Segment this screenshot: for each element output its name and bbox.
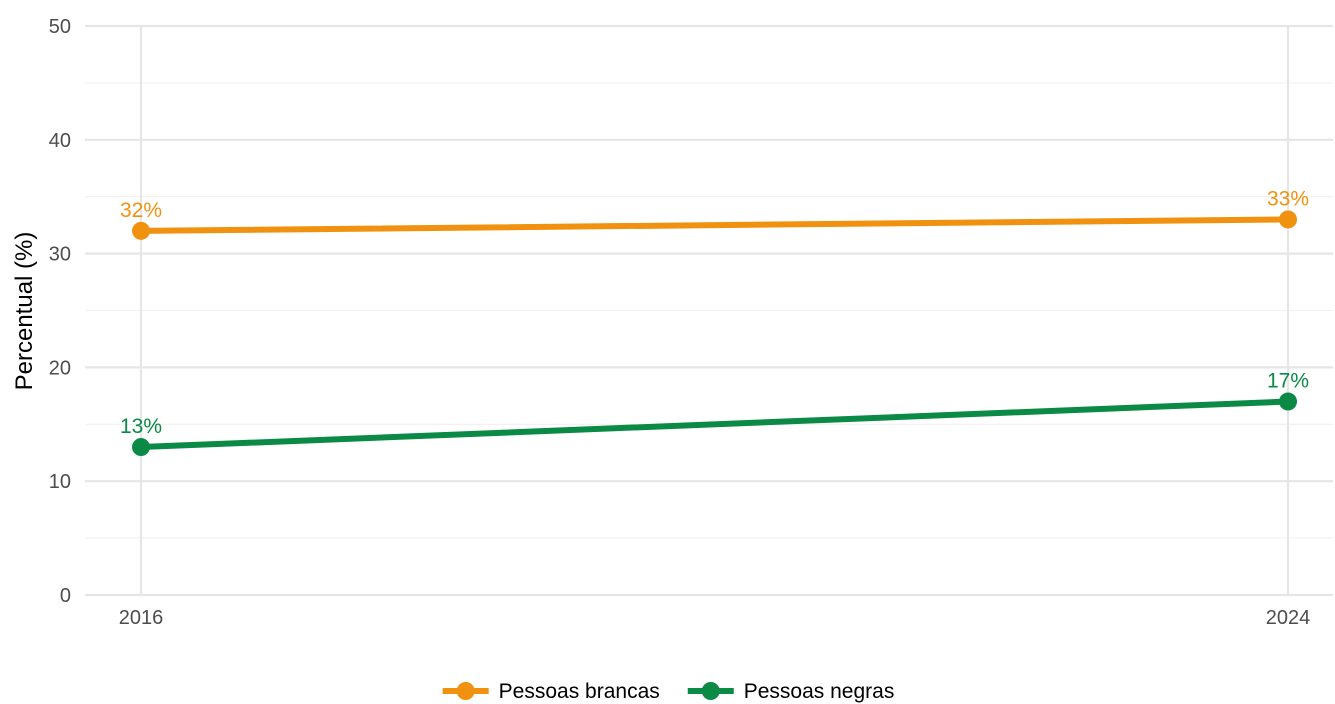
- data-point: [1279, 392, 1297, 411]
- data-label: 17%: [1267, 370, 1309, 393]
- legend-key-point: [701, 682, 720, 700]
- data-point: [1279, 210, 1297, 229]
- x-tick-label: 2016: [119, 607, 164, 629]
- series-2: 13% 17%: [120, 370, 1309, 457]
- legend: Pessoas brancas Pessoas negras: [442, 680, 895, 703]
- data-point: [132, 438, 150, 457]
- y-tick-label: 30: [49, 244, 71, 266]
- grid: [85, 24, 1333, 597]
- y-axis-title: Percentual (%): [11, 232, 38, 391]
- data-label: 13%: [120, 415, 162, 438]
- data-label: 33%: [1267, 187, 1309, 210]
- series-line: [138, 398, 1291, 451]
- x-tick-label: 2024: [1266, 607, 1311, 629]
- y-tick-label: 0: [60, 585, 71, 607]
- y-tick-label: 10: [49, 471, 71, 493]
- legend-item: Pessoas brancas: [442, 680, 660, 703]
- data-label: 32%: [120, 199, 162, 222]
- axes: Percentual (%) 0 10 20 30 40 50 2016 2024: [11, 16, 1310, 629]
- y-tick-label: 20: [49, 357, 71, 379]
- series-line: [138, 216, 1291, 234]
- legend-label: Pessoas negras: [744, 680, 895, 703]
- legend-item: Pessoas negras: [687, 680, 895, 703]
- series-1: 32% 33%: [120, 187, 1309, 240]
- legend-key-point: [456, 682, 475, 700]
- y-tick-label: 40: [49, 130, 71, 152]
- data-point: [132, 221, 150, 240]
- series: 32% 33% 13% 17%: [120, 187, 1309, 457]
- y-tick-label: 50: [49, 16, 71, 38]
- legend-label: Pessoas brancas: [499, 680, 660, 703]
